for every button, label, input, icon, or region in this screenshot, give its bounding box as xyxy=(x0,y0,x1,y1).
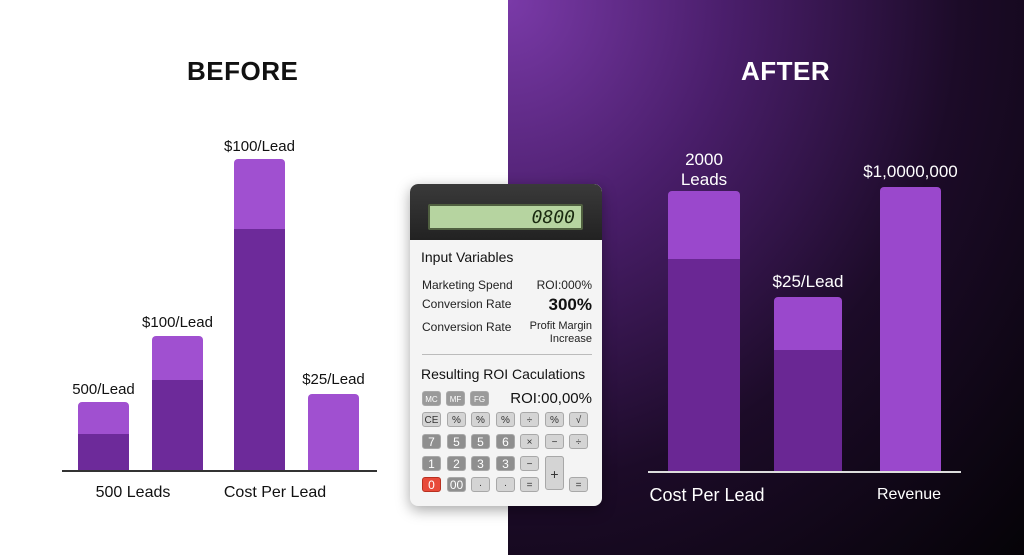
before-bar-1-lower-segment xyxy=(78,434,129,470)
before-category-label-cost: Cost Per Lead xyxy=(223,484,327,501)
before-bar-1-value-label: 500/Lead xyxy=(72,381,135,398)
key-r1-c1[interactable]: CE xyxy=(422,412,441,427)
after-bar-1-lower-segment xyxy=(668,259,740,471)
row-label-conversion-rate-2: Conversion Rate xyxy=(422,320,512,334)
key-r2-c6[interactable]: − xyxy=(545,434,564,449)
key-r1-c2[interactable]: % xyxy=(447,412,466,427)
before-bar-3-lower-segment xyxy=(234,229,285,470)
after-bar-1 xyxy=(668,191,740,471)
key-r2-c1[interactable]: 7 xyxy=(422,434,441,449)
calculator-display: 0800 xyxy=(428,204,583,230)
key-equals-last[interactable]: = xyxy=(569,477,588,492)
key-mc[interactable]: MC xyxy=(422,391,441,406)
row-label-marketing-spend: Marketing Spend xyxy=(422,278,513,292)
after-bar-1-value-label: 2000 Leads xyxy=(680,150,728,189)
after-bar-2-lower-segment xyxy=(774,350,842,471)
row-label-conversion-rate: Conversion Rate xyxy=(422,297,512,311)
after-category-label-cost: Cost Per Lead xyxy=(649,485,765,505)
before-bar-1 xyxy=(78,402,129,470)
key-r4-c1[interactable]: 0 xyxy=(422,477,441,492)
key-r4-c2[interactable]: 00 xyxy=(447,477,466,492)
input-variables-heading: Input Variables xyxy=(421,249,514,265)
key-r4-c3[interactable]: · xyxy=(471,477,490,492)
before-bar-3-value-label: $100/Lead xyxy=(224,138,295,155)
roi-calculator: 0800 Input Variables Marketing Spend ROI… xyxy=(410,184,602,506)
before-bar-2-value-label: $100/Lead xyxy=(142,314,213,331)
key-fg[interactable]: FG xyxy=(470,391,489,406)
key-r1-c6[interactable]: % xyxy=(545,412,564,427)
resulting-roi-heading: Resulting ROI Caculations xyxy=(421,366,586,382)
after-x-axis xyxy=(648,471,961,473)
key-r4-c5[interactable]: = xyxy=(520,477,539,492)
key-r4-c4[interactable]: · xyxy=(496,477,515,492)
before-bar-2-lower-segment xyxy=(152,380,203,470)
key-r2-c5[interactable]: × xyxy=(520,434,539,449)
key-r3-c5[interactable]: − xyxy=(520,456,539,471)
after-heading: AFTER xyxy=(741,56,831,86)
row-value-300-percent: 300% xyxy=(548,295,592,314)
before-bar-3 xyxy=(234,159,285,470)
calculator-header: 0800 xyxy=(410,184,602,240)
before-bar-4-value-label: $25/Lead xyxy=(302,371,365,388)
after-bar-2-value-label: $25/Lead xyxy=(772,272,844,291)
after-bar-3-value-label: $1,0000,000 xyxy=(863,162,958,181)
key-r3-c1[interactable]: 1 xyxy=(422,456,441,471)
before-bar-4 xyxy=(308,394,359,470)
result-roi-value: ROI:00,00% xyxy=(510,390,592,407)
calculator-divider xyxy=(422,354,592,355)
before-category-label-leads: 500 Leads xyxy=(95,484,171,501)
key-r1-c5[interactable]: ÷ xyxy=(520,412,539,427)
row-value-roi: ROI:000% xyxy=(536,278,592,292)
key-r2-c2[interactable]: 5 xyxy=(447,434,466,449)
key-r1-c3[interactable]: % xyxy=(471,412,490,427)
key-r3-c3[interactable]: 3 xyxy=(471,456,490,471)
before-x-axis xyxy=(62,470,377,472)
key-r1-c7[interactable]: √ xyxy=(569,412,588,427)
after-bar-2 xyxy=(774,297,842,471)
key-r3-c2[interactable]: 2 xyxy=(447,456,466,471)
row-value-profit-margin: Profit Margin Increase xyxy=(529,320,592,345)
key-r3-c4[interactable]: 3 xyxy=(496,456,515,471)
key-plus[interactable]: + xyxy=(545,456,564,490)
key-r2-c7[interactable]: ÷ xyxy=(569,434,588,449)
before-heading: BEFORE xyxy=(187,56,299,86)
before-bar-2 xyxy=(152,336,203,470)
key-r2-c3[interactable]: 5 xyxy=(471,434,490,449)
after-bar-3 xyxy=(880,187,941,471)
key-mf[interactable]: MF xyxy=(446,391,465,406)
key-r1-c4[interactable]: % xyxy=(496,412,515,427)
key-r2-c4[interactable]: 6 xyxy=(496,434,515,449)
after-category-label-revenue: Revenue xyxy=(876,486,942,503)
